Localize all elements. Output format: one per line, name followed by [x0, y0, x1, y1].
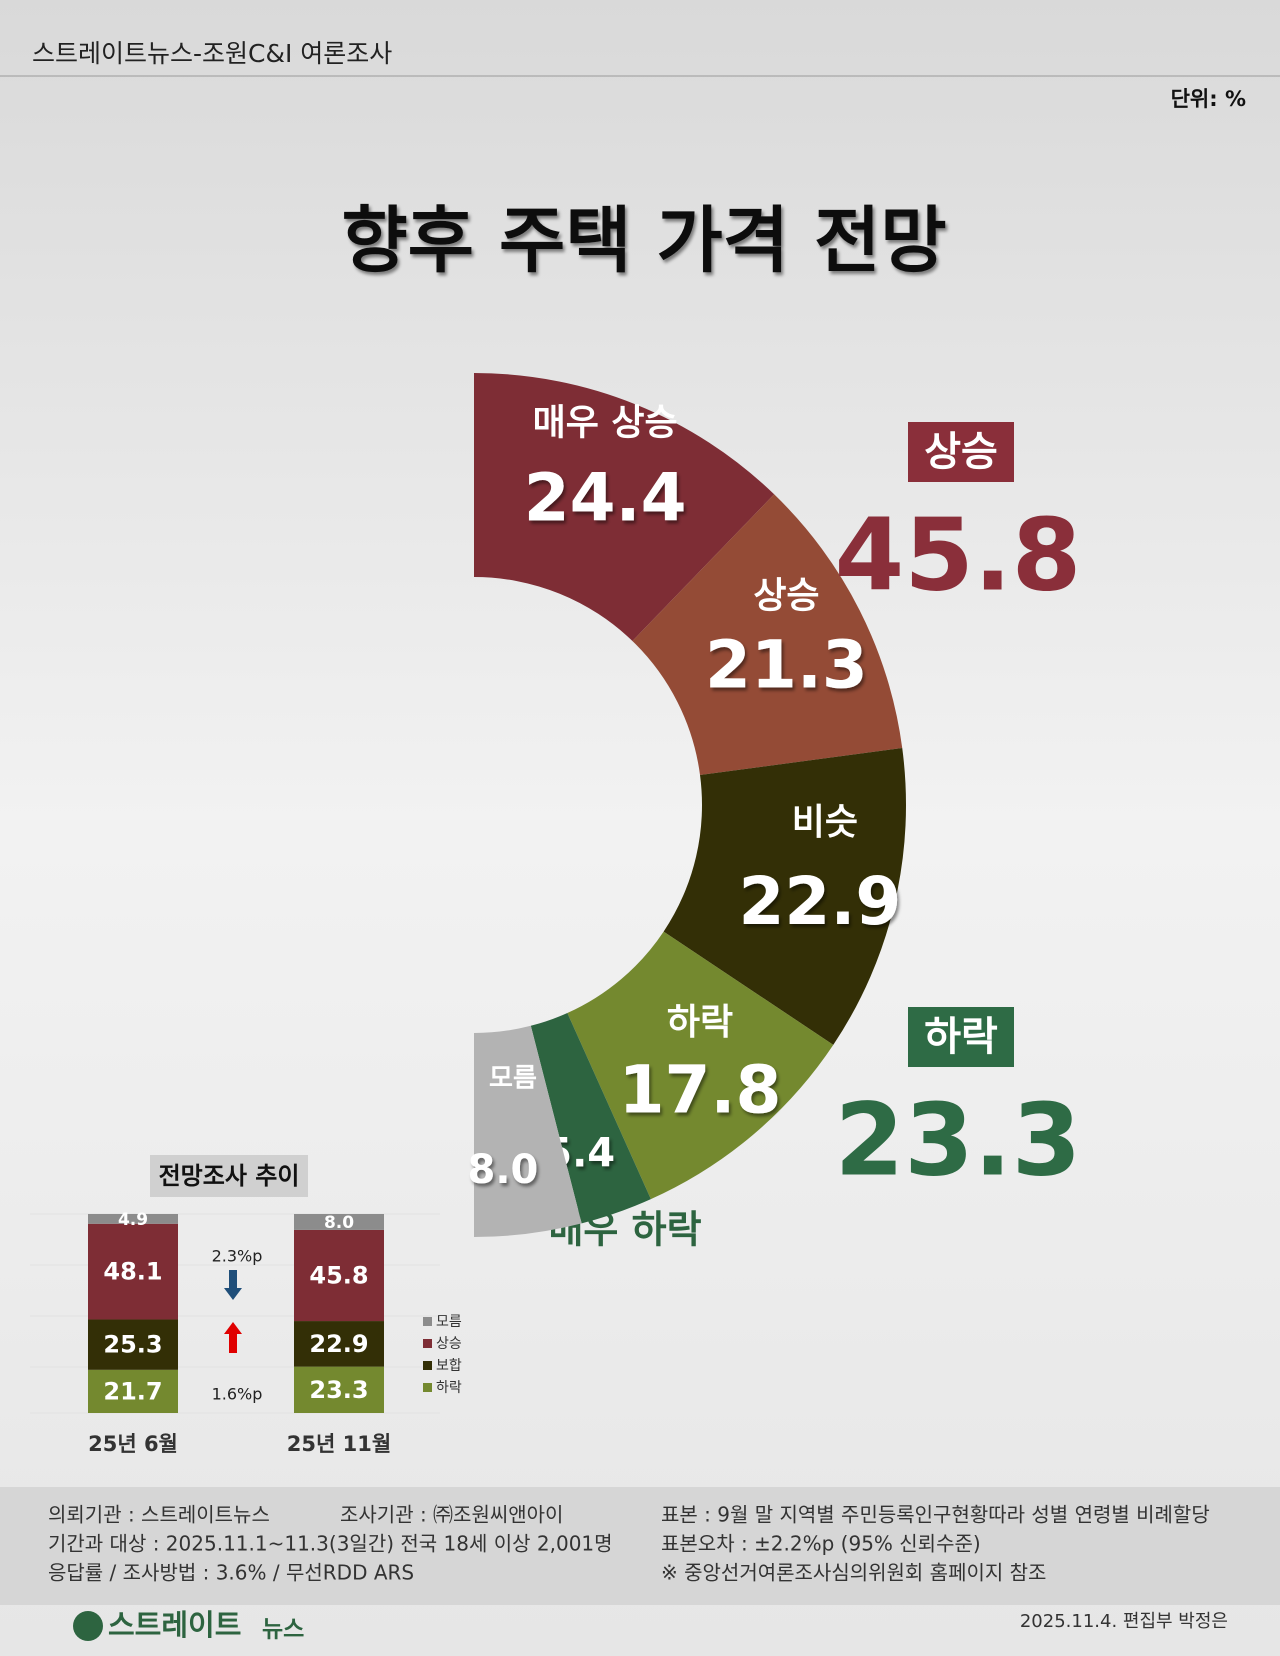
slice-value: 8.0: [468, 1147, 539, 1193]
slice-value: 24.4: [524, 460, 687, 537]
footer-text: 표본 : 9월 말 지역별 주민등록인구현황따라 성별 연령별 비례할당: [661, 1503, 1210, 1527]
donut-slice: [474, 1025, 582, 1237]
legend-swatch: [423, 1317, 432, 1326]
donut-slice: [632, 494, 903, 775]
footer-text: 표본오차 : ±2.2%p (95% 신뢰수준): [661, 1532, 981, 1556]
credit: 2025.11.4. 편집부 박정은: [1020, 1611, 1228, 1632]
legend-swatch: [423, 1383, 432, 1392]
slice-value: 22.9: [739, 863, 902, 940]
bar-value: 25.3: [103, 1331, 162, 1359]
chart-title: 전망조사 추이: [159, 1162, 300, 1190]
slice-name: 하락: [667, 1002, 733, 1043]
bar-value: 22.9: [309, 1330, 368, 1358]
bar-segment: [294, 1229, 384, 1322]
legend-label: 상승: [436, 1336, 462, 1352]
annotation: 1.6%p: [212, 1385, 263, 1404]
annotation: 2.3%p: [212, 1247, 263, 1266]
bar-value: 8.0: [324, 1213, 354, 1233]
bar-segment: [294, 1366, 384, 1413]
legend-swatch: [423, 1361, 432, 1370]
chart-title: 향후 주택 가격 전망: [341, 199, 946, 283]
logo-text: 스트레이트: [108, 1608, 241, 1642]
bar-value: 45.8: [309, 1261, 368, 1289]
slice-name: 비슷: [792, 802, 858, 843]
chart-title-box: [150, 1155, 308, 1197]
bar-segment: [88, 1369, 178, 1413]
footer-text: ※ 중앙선거여론조사심의위원회 홈페이지 참조: [661, 1561, 1046, 1585]
donut-slice: [663, 748, 906, 1045]
slice-name: 매우 상승: [533, 402, 678, 443]
arrow-head: [224, 1288, 242, 1300]
slice-value: 17.8: [619, 1051, 782, 1128]
group-badge: [908, 1007, 1014, 1067]
unit-label: 단위: %: [1171, 87, 1246, 111]
footer-text: 조사기관 : ㈜조원씨앤아이: [340, 1503, 563, 1527]
footer-text: 기간과 대상 : 2025.11.1~11.3(3일간) 전국 18세 이상 2…: [48, 1532, 613, 1556]
footer-text: 의뢰기관 : 스트레이트뉴스: [48, 1503, 270, 1527]
bar-segment: [294, 1321, 384, 1367]
arrow-shaft: [229, 1334, 237, 1353]
group-badge: [908, 422, 1014, 482]
bar-segment: [88, 1223, 178, 1320]
donut-slice: [567, 931, 834, 1200]
x-tick-label: 25년 11월: [287, 1432, 391, 1456]
bar-segment: [88, 1214, 178, 1224]
group-name: 하락: [924, 1014, 998, 1060]
bar-segment: [88, 1319, 178, 1370]
slice-value: 21.3: [705, 626, 868, 703]
footer-band: [0, 1487, 1280, 1605]
legend-label: 보합: [436, 1358, 462, 1374]
header-source: 스트레이트뉴스-조원C&I 여론조사: [32, 39, 392, 68]
group-name: 상승: [924, 429, 998, 475]
legend-swatch: [423, 1339, 432, 1348]
legend-label: 하락: [436, 1380, 462, 1396]
footer-text: 응답률 / 조사방법 : 3.6% / 무선RDD ARS: [48, 1561, 414, 1585]
logo-mark: [73, 1611, 103, 1641]
logo-text: 뉴스: [262, 1617, 304, 1643]
legend-label: 모름: [436, 1314, 462, 1330]
bar-value: 48.1: [103, 1258, 162, 1286]
bar-value: 23.3: [309, 1376, 368, 1404]
group-value: 23.3: [835, 1081, 1082, 1198]
slice-name: 상승: [753, 575, 819, 616]
arrow-head: [224, 1322, 242, 1334]
group-value: 45.8: [835, 496, 1082, 613]
x-tick-label: 25년 6월: [88, 1432, 178, 1456]
arrow-shaft: [229, 1270, 237, 1288]
bar-value: 4.9: [118, 1210, 148, 1230]
bar-segment: [294, 1214, 384, 1230]
bar-value: 21.7: [103, 1377, 162, 1405]
donut-slice: [474, 373, 775, 642]
donut-slice: [530, 1013, 651, 1224]
slice-name: 모름: [489, 1064, 537, 1094]
